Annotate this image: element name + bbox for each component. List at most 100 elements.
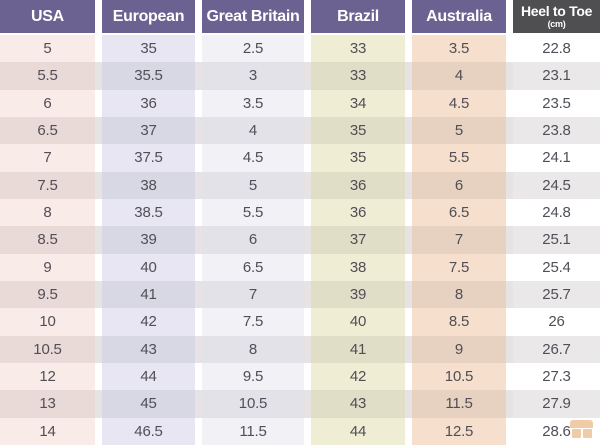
table-cell-usa: 5: [0, 35, 95, 63]
table-cell-brazil: 38: [311, 253, 405, 281]
table-cell-brazil: 36: [311, 198, 405, 227]
table-cell-great_britain: 10.5: [202, 390, 304, 418]
table-row: 10 42 7.5 40 8.5 26: [0, 308, 600, 336]
table-cell-brazil: 33: [311, 35, 405, 63]
table-cell-great_britain: 8: [202, 335, 304, 363]
table-cell-heel_to_toe: 23.5: [513, 89, 600, 117]
table-row: 5 35 2.5 33 3.5 22.8: [0, 35, 600, 63]
table-cell-great_britain: 3.5: [202, 89, 304, 117]
table-cell-heel_to_toe: 24.1: [513, 144, 600, 172]
table-cell-european: 46.5: [102, 417, 195, 445]
table-cell-european: 35.5: [102, 62, 195, 90]
table-cell-european: 38.5: [102, 198, 195, 227]
table-cell-australia: 4: [412, 62, 506, 90]
table-cell-european: 37.5: [102, 144, 195, 172]
watermark-base-shape: [570, 429, 593, 438]
table-cell-australia: 5: [412, 116, 506, 145]
table-cell-heel_to_toe: 22.8: [513, 35, 600, 63]
table-cell-australia: 8.5: [412, 308, 506, 336]
table-cell-great_britain: 7: [202, 280, 304, 309]
table-cell-heel_to_toe: 27.3: [513, 362, 600, 391]
column-header-label: Brazil: [337, 7, 379, 25]
table-cell-european: 39: [102, 226, 195, 254]
table-cell-brazil: 40: [311, 308, 405, 336]
table-cell-usa: 14: [0, 417, 95, 445]
column-header-great_britain: Great Britain: [202, 0, 304, 33]
column-header-label: Australia: [426, 7, 492, 25]
table-cell-australia: 7: [412, 226, 506, 254]
table-cell-usa: 8.5: [0, 226, 95, 254]
table-row: 12 44 9.5 42 10.5 27.3: [0, 362, 600, 391]
table-cell-heel_to_toe: 24.5: [513, 171, 600, 199]
table-cell-brazil: 41: [311, 335, 405, 363]
table-row: 8.5 39 6 37 7 25.1: [0, 226, 600, 254]
table-row: 10.5 43 8 41 9 26.7: [0, 335, 600, 363]
table-cell-usa: 7.5: [0, 171, 95, 199]
table-cell-australia: 11.5: [412, 390, 506, 418]
table-cell-australia: 4.5: [412, 89, 506, 117]
table-cell-australia: 5.5: [412, 144, 506, 172]
table-row: 13 45 10.5 43 11.5 27.9: [0, 390, 600, 418]
table-cell-brazil: 35: [311, 144, 405, 172]
table-row: 8 38.5 5.5 36 6.5 24.8: [0, 198, 600, 227]
table-cell-heel_to_toe: 24.8: [513, 198, 600, 227]
table-cell-great_britain: 4.5: [202, 144, 304, 172]
table-cell-usa: 6: [0, 89, 95, 117]
table-row: 5.5 35.5 3 33 4 23.1: [0, 62, 600, 90]
table-body: 5 35 2.5 33 3.5 22.8 5.5 35.5 3 33 4 23.1 6 36 3.5 34 4.…: [0, 35, 600, 445]
watermark-awning-shape: [570, 420, 593, 428]
column-header-brazil: Brazil: [311, 0, 405, 33]
storefront-watermark-icon: [570, 420, 593, 439]
table-cell-heel_to_toe: 23.8: [513, 116, 600, 145]
column-header-sublabel: (cm): [547, 19, 566, 29]
table-cell-heel_to_toe: 26.7: [513, 335, 600, 363]
table-cell-heel_to_toe: 27.9: [513, 390, 600, 418]
table-cell-great_britain: 7.5: [202, 308, 304, 336]
table-cell-heel_to_toe: 25.7: [513, 280, 600, 309]
table-cell-australia: 9: [412, 335, 506, 363]
table-row: 6 36 3.5 34 4.5 23.5: [0, 89, 600, 117]
column-header-usa: USA: [0, 0, 95, 33]
table-row: 14 46.5 11.5 44 12.5 28.6: [0, 417, 600, 445]
table-cell-australia: 8: [412, 280, 506, 309]
table-cell-european: 40: [102, 253, 195, 281]
table-cell-australia: 12.5: [412, 417, 506, 445]
table-row: 6.5 37 4 35 5 23.8: [0, 116, 600, 145]
table-cell-australia: 7.5: [412, 253, 506, 281]
table-cell-brazil: 44: [311, 417, 405, 445]
table-cell-australia: 6.5: [412, 198, 506, 227]
column-header-european: European: [102, 0, 195, 33]
table-cell-great_britain: 9.5: [202, 362, 304, 391]
table-cell-great_britain: 4: [202, 116, 304, 145]
table-cell-brazil: 42: [311, 362, 405, 391]
table-cell-european: 37: [102, 116, 195, 145]
table-cell-great_britain: 11.5: [202, 417, 304, 445]
table-cell-brazil: 35: [311, 116, 405, 145]
table-row: 9 40 6.5 38 7.5 25.4: [0, 253, 600, 281]
column-header-label: Heel to Toe: [520, 3, 593, 19]
table-cell-brazil: 39: [311, 280, 405, 309]
table-cell-brazil: 33: [311, 62, 405, 90]
table-cell-usa: 10: [0, 308, 95, 336]
table-cell-usa: 5.5: [0, 62, 95, 90]
table-cell-european: 44: [102, 362, 195, 391]
table-cell-european: 35: [102, 35, 195, 63]
table-cell-great_britain: 2.5: [202, 35, 304, 63]
table-cell-european: 45: [102, 390, 195, 418]
column-header-label: USA: [31, 7, 64, 25]
table-cell-usa: 9: [0, 253, 95, 281]
column-header-heel_to_toe: Heel to Toe (cm): [513, 0, 600, 33]
table-row: 7.5 38 5 36 6 24.5: [0, 171, 600, 199]
table-cell-usa: 6.5: [0, 116, 95, 145]
table-cell-european: 38: [102, 171, 195, 199]
table-cell-brazil: 34: [311, 89, 405, 117]
table-header-row: USA European Great Britain Brazil Australia H…: [0, 0, 600, 33]
column-header-label: European: [112, 7, 185, 25]
table-cell-usa: 10.5: [0, 335, 95, 363]
table-cell-usa: 13: [0, 390, 95, 418]
table-cell-heel_to_toe: 25.4: [513, 253, 600, 281]
table-cell-great_britain: 6: [202, 226, 304, 254]
table-cell-australia: 6: [412, 171, 506, 199]
column-header-australia: Australia: [412, 0, 506, 33]
